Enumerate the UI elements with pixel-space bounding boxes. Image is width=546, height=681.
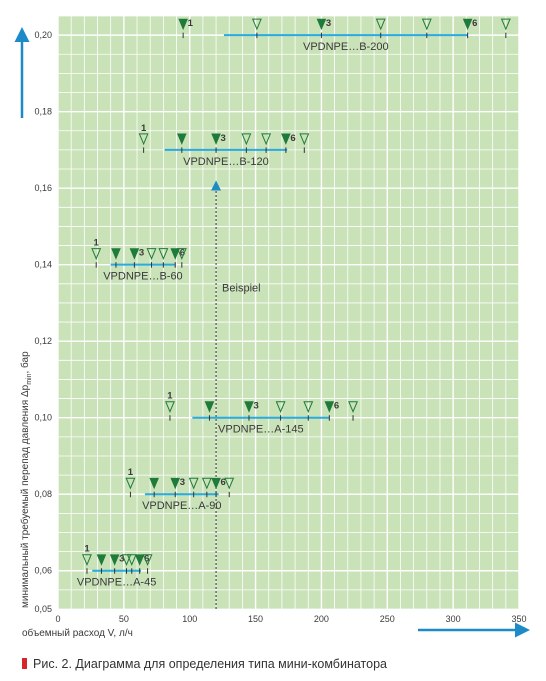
y-tick-label: 0,05 [34,604,52,614]
filled-triangle-marker [178,18,188,31]
open-triangle-marker [142,554,153,567]
filled-triangle-marker [170,477,181,490]
open-triangle-marker [146,248,157,260]
x-tick-label: 100 [182,614,197,624]
marker-label: 1 [84,544,90,555]
open-triangle-marker [126,554,137,567]
series-vpdnpe-a-145: 1 3 6 VPDNPE…A-145 [165,391,358,436]
marker-label: 3 [221,133,226,144]
open-triangle-marker [500,18,511,31]
x-tick-label: 250 [380,614,395,624]
caption-bullet [22,658,27,669]
series-vpdnpe-a-45: 1 3 6 VPDNPE…A-45 [77,544,156,589]
x-tick-label: 150 [248,614,263,624]
marker-label: 6 [221,477,226,488]
filled-triangle-marker [316,18,327,31]
open-triangle-marker [251,18,262,31]
open-triangle-marker [275,401,286,414]
open-triangle-marker [125,477,136,490]
marker-label: 6 [472,18,477,29]
series-vpdnpe-b-60: 1 3 6 VPDNPE…B-60 [91,238,187,283]
y-axis-title: минимальный требуемый перепад давления Δ… [19,351,33,608]
y-tick-label: 0,16 [34,183,52,193]
series-label: VPDNPE…A-45 [77,577,156,589]
open-triangle-marker [261,133,272,146]
series-label: VPDNPE…A-145 [218,424,304,436]
series-label: VPDNPE…B-200 [303,41,389,53]
example-arrowhead [211,180,222,191]
marker-label: 1 [94,238,100,249]
series-label: VPDNPE…B-120 [183,156,269,168]
marker-label: 6 [180,248,185,259]
filled-triangle-marker [109,554,120,566]
caption-text: Рис. 2. Диаграмма для определения типа м… [33,657,387,671]
marker-label: 1 [141,123,147,134]
open-triangle-marker [303,401,314,414]
filled-triangle-marker [129,248,140,260]
open-triangle-marker [165,401,175,414]
y-tick-label: 0,20 [34,30,52,40]
open-triangle-marker [375,18,386,31]
x-tick-label: 200 [314,614,329,624]
filled-triangle-marker [177,133,187,145]
marker-label: 3 [180,477,185,488]
open-triangle-marker [188,477,199,490]
marker-label: 6 [144,554,149,565]
filled-triangle-marker [111,248,121,260]
x-tick-label: 50 [119,614,129,624]
open-triangle-marker [158,248,169,260]
open-triangle-marker [201,477,212,490]
filled-triangle-marker [170,248,181,260]
marker-label: 3 [119,554,124,565]
example-label: Beispiel [222,283,261,295]
open-triangle-marker [176,248,187,260]
filled-triangle-marker [204,401,215,413]
open-triangle-marker [91,248,102,260]
x-tick-label: 0 [55,614,60,624]
open-triangle-marker [299,133,310,146]
open-triangle-marker [121,554,132,567]
y-tick-label: 0,06 [34,566,52,576]
marker-label: 1 [128,467,134,478]
y-tick-label: 0,08 [34,489,52,499]
series-label: VPDNPE…B-60 [103,271,182,283]
x-tick-label: 350 [511,614,526,624]
series-vpdnpe-b-200: 1 3 6 VPDNPE…B-200 [178,18,511,53]
filled-triangle-marker [96,554,107,566]
filled-triangle-marker [462,18,473,31]
filled-triangle-marker [211,133,221,145]
plot-background [58,16,519,609]
filled-triangle-marker [134,554,145,566]
marker-label: 1 [167,391,173,402]
series-label: VPDNPE…A-90 [142,500,221,512]
open-triangle-marker [348,401,358,414]
y-tick-label: 0,14 [34,260,52,270]
marker-label: 6 [334,401,339,412]
filled-triangle-marker [149,477,159,490]
series-vpdnpe-b-120: 1 3 6 VPDNPE…B-120 [138,123,310,168]
series-vpdnpe-a-90: 1 3 6 VPDNPE…A-90 [125,467,235,512]
filled-triangle-marker [324,401,335,413]
open-triangle-marker [421,18,432,31]
open-triangle-marker [224,477,235,490]
figure-caption: Рис. 2. Диаграмма для определения типа м… [22,657,387,671]
open-triangle-marker [138,133,149,146]
open-triangle-marker [82,554,92,567]
marker-label: 6 [290,133,295,144]
y-tick-label: 0,12 [34,336,52,346]
open-triangle-marker [241,133,252,146]
y-tick-label: 0,18 [34,107,52,117]
marker-label: 3 [326,18,331,29]
filled-triangle-marker [244,401,254,413]
x-axis-title: объемный расход V, л/ч [22,627,133,639]
y-tick-label: 0,10 [34,413,52,423]
filled-triangle-marker [281,133,291,145]
marker-label: 1 [188,18,194,29]
filled-triangle-marker [211,477,221,490]
x-tick-label: 300 [446,614,461,624]
marker-label: 3 [253,401,258,412]
marker-label: 3 [139,248,144,259]
